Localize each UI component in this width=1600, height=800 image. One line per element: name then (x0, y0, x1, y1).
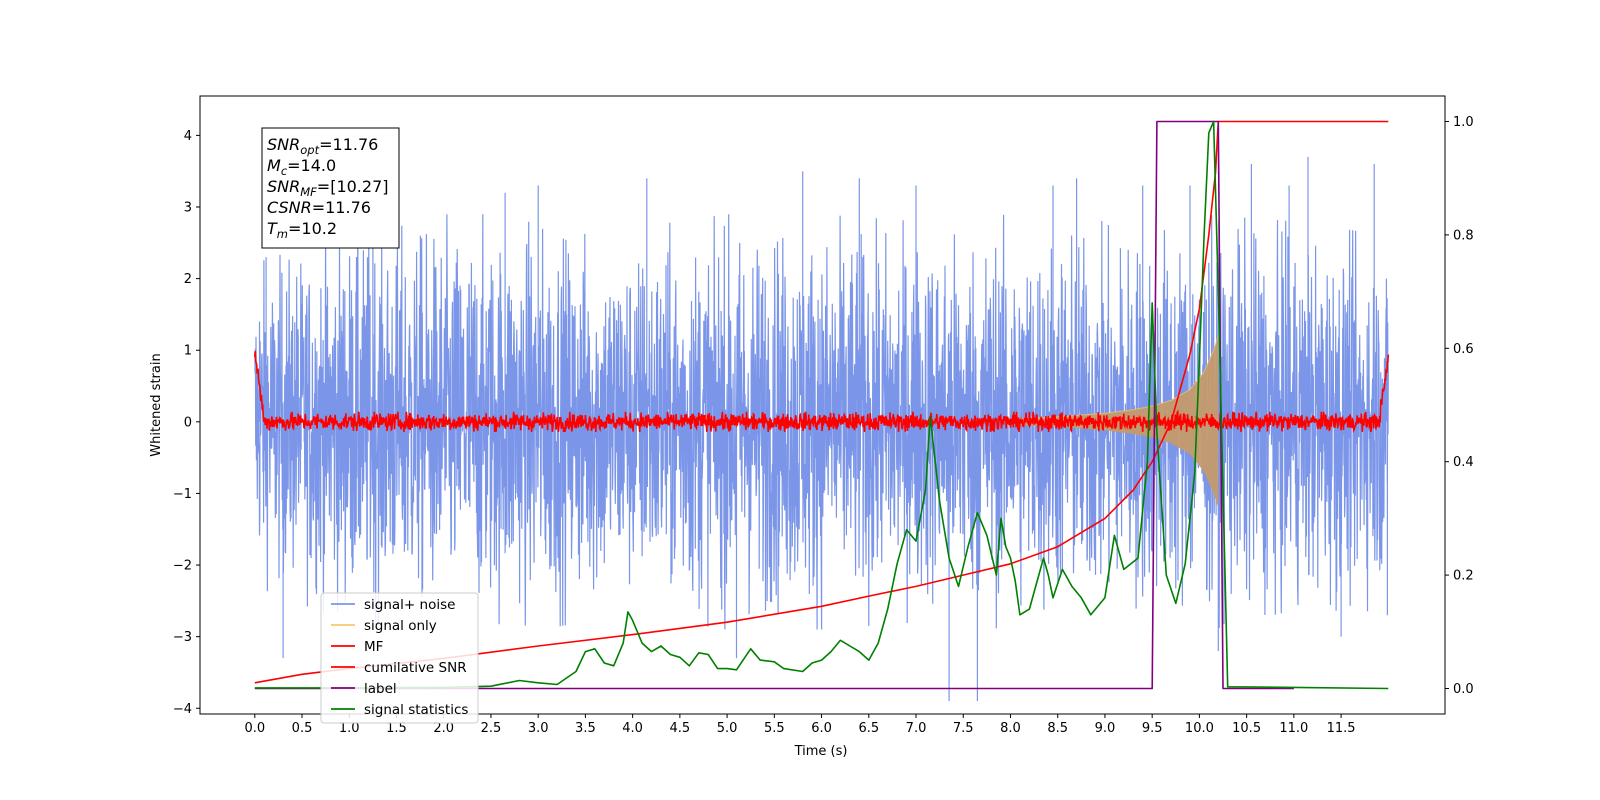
annotation-value: =11.76 (319, 135, 378, 154)
x-tick-label: 8.5 (1047, 721, 1068, 736)
y-axis-right: 1.0 0.8 0.6 0.4 0.2 0.0 (1445, 115, 1474, 697)
legend-label: cumilative SNR (364, 660, 467, 676)
series-mf (254, 350, 1390, 434)
y2-tick-label: 1.0 (1453, 115, 1474, 130)
x-tick-label: 7.5 (953, 721, 974, 736)
x-tick-label: 6.5 (858, 721, 879, 736)
legend-label: signal only (364, 618, 437, 634)
x-tick-label: 0.0 (244, 721, 265, 736)
x-tick-label: 7.0 (906, 721, 927, 736)
annotation-value: =[10.27] (317, 177, 389, 196)
y-tick-label: −4 (173, 702, 192, 717)
series-layer (254, 120, 1390, 702)
y-tick-label: 2 (184, 272, 192, 287)
legend-item: signal statistics (331, 702, 468, 718)
y-axis-label: Whitened strain (149, 353, 164, 456)
x-tick-label: 10.5 (1232, 721, 1261, 736)
annotation-symbol: SNR (267, 177, 300, 196)
x-tick-label: 0.5 (292, 721, 313, 736)
legend-item: signal+ noise (331, 597, 455, 613)
legend-label: signal statistics (364, 702, 468, 718)
annotation-symbol: M (267, 156, 281, 175)
legend-label: signal+ noise (364, 597, 455, 613)
legend-label: MF (364, 639, 383, 655)
legend-label: label (364, 681, 397, 697)
legend: signal+ noise signal only MF cumilative SNR… (320, 592, 479, 724)
y-axis-left: 4 3 2 1 0 −1 −2 −3 −4 (173, 129, 200, 717)
y-tick-label: 1 (184, 344, 192, 359)
legend-item: signal only (331, 618, 437, 634)
x-axis-label: Time (s) (794, 744, 848, 759)
x-tick-label: 4.0 (622, 721, 643, 736)
annotation-line: SNRMF=[10.27] (267, 177, 389, 199)
y2-tick-label: 0.6 (1453, 342, 1474, 357)
annotation-line: Tm=10.2 (267, 219, 337, 241)
legend-item: label (331, 681, 397, 697)
x-tick-label: 2.0 (433, 721, 454, 736)
y-tick-label: −3 (173, 630, 192, 645)
annotation-symbol: CSNR (267, 198, 312, 217)
y2-tick-label: 0.0 (1453, 682, 1474, 697)
x-tick-label: 9.0 (1095, 721, 1116, 736)
legend-item: cumilative SNR (331, 660, 467, 676)
annotation-box: SNRopt=11.76Mc=14.0SNRMF=[10.27]CSNR=11.… (261, 127, 400, 249)
annotation-subscript: MF (300, 185, 317, 199)
series-label (254, 120, 1294, 690)
annotation-value: =10.2 (288, 219, 337, 238)
x-tick-label: 3.5 (575, 721, 596, 736)
x-tick-label: 11.5 (1327, 721, 1356, 736)
signal-noise-peaks (258, 156, 1389, 702)
x-axis: 0.0 0.5 1.0 1.5 2.0 2.5 3.0 3.5 4.0 4.5 5.0 5.5 6.0 6… (244, 714, 1356, 736)
x-tick-label: 11.0 (1279, 721, 1308, 736)
y-tick-label: 4 (184, 129, 192, 144)
x-tick-label: 8.0 (1000, 721, 1021, 736)
annotation-line: SNRopt=11.76 (267, 135, 378, 157)
annotation-value: =11.76 (312, 198, 371, 217)
x-tick-label: 9.5 (1142, 721, 1163, 736)
y-tick-label: −2 (173, 559, 192, 574)
y-tick-label: 3 (184, 200, 192, 215)
y2-tick-label: 0.8 (1453, 228, 1474, 243)
y2-tick-label: 0.4 (1453, 455, 1474, 470)
x-tick-label: 5.0 (717, 721, 738, 736)
annotation-subscript: c (281, 164, 288, 178)
annotation-subscript: opt (300, 143, 319, 157)
x-tick-label: 1.0 (339, 721, 360, 736)
annotation-symbol: SNR (267, 135, 300, 154)
annotation-frame (261, 127, 400, 249)
x-tick-label: 5.5 (764, 721, 785, 736)
x-tick-label: 10.0 (1185, 721, 1214, 736)
y-tick-label: 0 (184, 415, 192, 430)
plot-frame (199, 95, 1446, 715)
legend-item: MF (331, 639, 383, 655)
y2-tick-label: 0.2 (1453, 569, 1474, 584)
legend-frame (320, 592, 479, 724)
annotation-subscript: m (277, 227, 288, 241)
y-tick-label: −1 (173, 487, 192, 502)
annotation-value: =14.0 (287, 156, 336, 175)
annotation-line: CSNR=11.76 (267, 198, 371, 217)
annotation-line: Mc=14.0 (267, 156, 336, 178)
annotation-symbol: T (267, 219, 278, 238)
series-signal-statistics (254, 120, 1389, 690)
x-tick-label: 1.5 (386, 721, 407, 736)
x-tick-label: 2.5 (481, 721, 502, 736)
x-tick-label: 6.0 (811, 721, 832, 736)
x-tick-label: 3.0 (528, 721, 549, 736)
x-tick-label: 4.5 (670, 721, 691, 736)
